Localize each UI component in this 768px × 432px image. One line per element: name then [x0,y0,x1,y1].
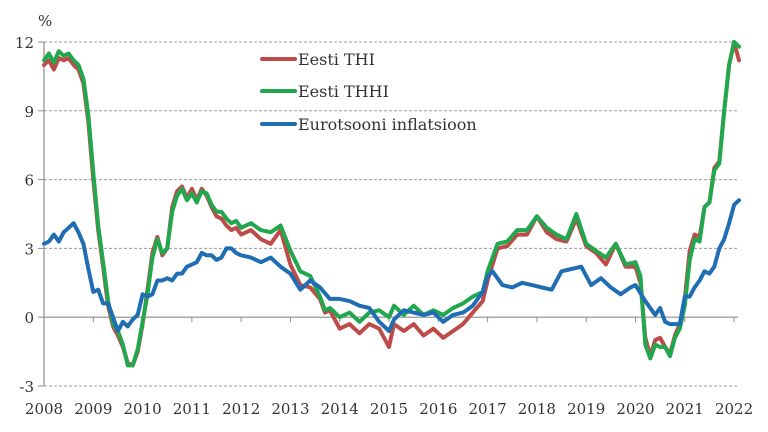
y-tick-label: 3 [24,240,34,258]
x-tick-label: 2016 [419,400,457,418]
x-tick-label: 2015 [370,400,408,418]
y-tick-label: -3 [19,378,34,396]
y-tick-label: 12 [15,34,34,52]
x-tick-label: 2008 [25,400,63,418]
x-tick-label: 2009 [74,400,112,418]
x-tick-label: 2021 [666,400,704,418]
y-tick-label: 6 [24,172,34,190]
series-line-eurotsooni-inflatsioon [42,198,741,333]
series-lines [42,40,741,368]
x-tick-label: 2018 [518,400,556,418]
x-tick-label: 2013 [271,400,309,418]
legend-item-eesti-thhi: Eesti THHI [260,82,389,101]
x-tick-label: 2022 [715,400,753,418]
legend-label-eurotsooni-inflatsioon: Eurotsooni inflatsioon [298,115,477,134]
y-tick-label: 0 [24,309,34,327]
x-tick-label: 2010 [123,400,161,418]
x-tick-label: 2020 [616,400,654,418]
y-tick-label: 9 [24,103,34,121]
x-tick-label: 2012 [222,400,260,418]
legend-item-eesti-thi: Eesti THI [260,50,375,69]
x-tick-label: 2011 [173,400,211,418]
series-line-eesti-thhi [42,40,741,368]
legend: Eesti THI Eesti THHI Eurotsooni inflatsi… [260,50,477,134]
x-tick-label: 2014 [321,400,359,418]
legend-label-eesti-thi: Eesti THI [298,50,375,69]
y-axis-unit-label: % [38,12,52,30]
x-axis-ticks: 2008 2009 2010 2011 2012 2013 2014 2015 2016 2017… [25,317,753,418]
x-tick-label: 2019 [567,400,605,418]
legend-label-eesti-thhi: Eesti THHI [298,82,389,101]
legend-item-eurotsooni-inflatsioon: Eurotsooni inflatsioon [260,115,477,134]
x-tick-label: 2017 [469,400,507,418]
y-axis-ticks: -3 0 3 6 9 12 [15,34,44,396]
